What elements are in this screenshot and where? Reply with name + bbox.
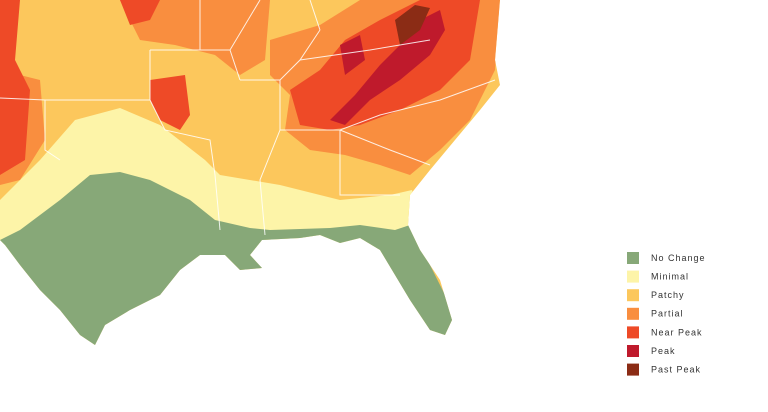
legend-swatch [627, 326, 639, 339]
past-peak-region [395, 5, 430, 45]
legend-swatch [627, 270, 639, 283]
state-borders [0, 0, 496, 236]
legend-swatch [627, 363, 639, 376]
peak-region [330, 10, 445, 125]
legend-label: Patchy [651, 290, 685, 300]
legend-swatch [627, 307, 639, 320]
legend-label: Near Peak [651, 327, 703, 337]
foliage-map [0, 0, 500, 345]
legend: No Change Minimal Patchy Partial Near Peak Pe… [627, 252, 706, 376]
legend-swatch [627, 252, 639, 264]
legend-swatch [627, 289, 639, 302]
legend-swatch [627, 345, 639, 357]
legend-label: Minimal [651, 271, 689, 281]
legend-label: Partial [651, 309, 684, 319]
legend-label: No Change [651, 253, 706, 263]
legend-label: Past Peak [651, 364, 701, 374]
legend-label: Peak [651, 346, 676, 356]
